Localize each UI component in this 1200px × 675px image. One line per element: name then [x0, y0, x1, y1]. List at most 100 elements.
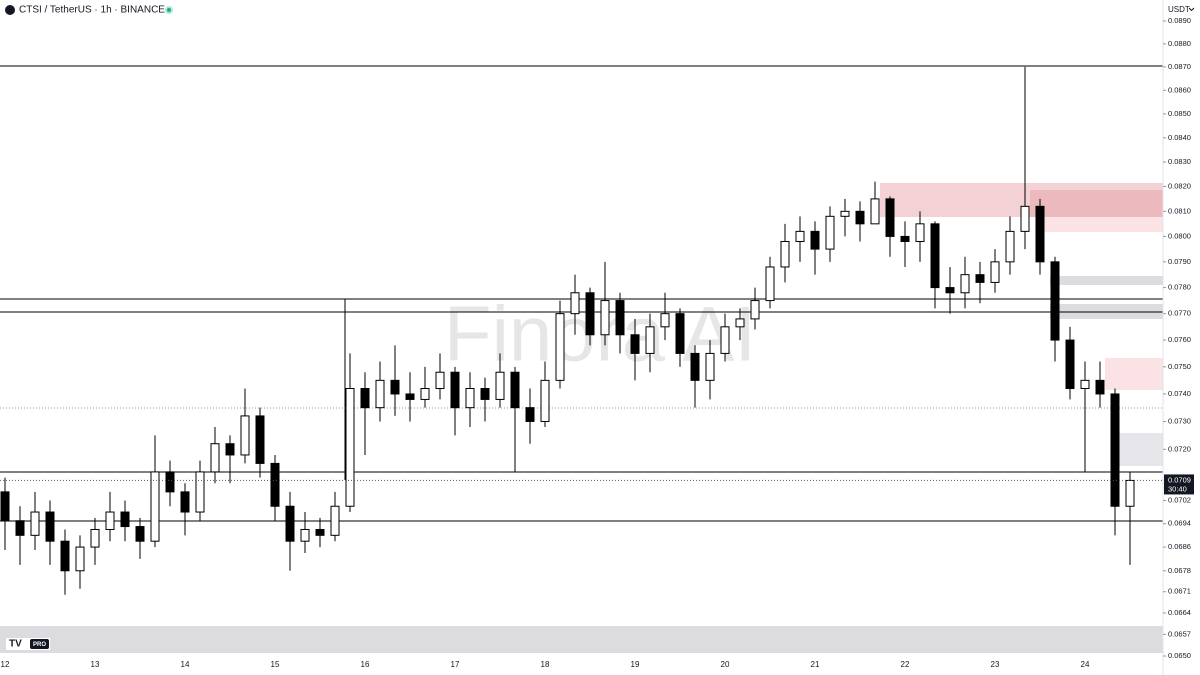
candle-body — [690, 352, 700, 381]
x-tick-label: 14 — [181, 660, 190, 669]
candle-body — [120, 511, 130, 528]
candle-body — [915, 223, 925, 242]
currency-caret[interactable] — [1188, 7, 1195, 12]
y-tick-label: 0.0678 — [1168, 566, 1191, 575]
y-tick-label: 0.0850 — [1168, 109, 1191, 118]
candle-body — [1035, 205, 1045, 263]
y-tick-label: 0.0780 — [1168, 283, 1191, 292]
zone — [0, 626, 1163, 653]
candle-body — [645, 326, 655, 354]
y-tick-label: 0.0760 — [1168, 335, 1191, 344]
y-tick-label: 0.0890 — [1168, 16, 1191, 25]
candle-body — [105, 511, 115, 530]
candle-body — [1065, 339, 1075, 390]
y-tick-label: 0.0870 — [1168, 62, 1191, 71]
candle-body — [420, 388, 430, 400]
candle-body — [150, 471, 160, 542]
currency[interactable]: USDT — [1168, 5, 1190, 14]
candle-body — [1110, 393, 1120, 507]
candle-body — [585, 292, 595, 336]
x-tick-label: 22 — [901, 660, 910, 669]
candle-body — [780, 240, 790, 268]
candle-body — [960, 274, 970, 294]
candle-body — [180, 491, 190, 513]
y-tick-label: 0.0720 — [1168, 444, 1191, 453]
candle-body — [705, 352, 715, 381]
candle-body — [990, 261, 1000, 283]
candle-body — [810, 230, 820, 250]
candle-body — [750, 300, 760, 320]
candle-body — [945, 287, 955, 294]
candle-body — [825, 215, 835, 250]
candle-body — [495, 371, 505, 400]
x-tick-label: 12 — [1, 660, 10, 669]
candle-body — [360, 388, 370, 409]
candle-body — [525, 407, 535, 422]
zone — [1030, 190, 1163, 217]
x-tick-label: 19 — [631, 660, 640, 669]
candle-body — [570, 292, 580, 315]
candle-body — [435, 371, 445, 390]
candle-body — [1095, 379, 1105, 395]
badge-text: PRO — [33, 642, 46, 648]
candle-body — [615, 300, 625, 336]
x-tick-label: 24 — [1081, 660, 1090, 669]
candle-body — [285, 505, 295, 542]
x-tick-label: 17 — [451, 660, 460, 669]
candle-body — [405, 393, 415, 400]
candle-body — [885, 198, 895, 237]
candle-body — [210, 443, 220, 473]
y-tick-label: 0.0664 — [1168, 608, 1191, 617]
candle-body — [375, 379, 385, 409]
tv-logo: TV — [9, 639, 22, 650]
candle-body — [480, 388, 490, 400]
y-tick-label: 0.0657 — [1168, 629, 1191, 638]
candle-body — [0, 491, 10, 522]
y-tick-label: 0.0686 — [1168, 542, 1191, 551]
candle-body — [345, 388, 355, 507]
watermark: Finora AI — [444, 290, 756, 378]
y-tick-label: 0.0830 — [1168, 157, 1191, 166]
candle-body — [1050, 261, 1060, 341]
candle-body — [975, 274, 985, 283]
zone — [1040, 217, 1163, 232]
candle-body — [135, 526, 145, 542]
candle-body — [330, 505, 340, 536]
y-tick-label: 0.0750 — [1168, 362, 1191, 371]
candle-body — [450, 371, 460, 409]
candle-body — [1020, 205, 1030, 232]
candle-body — [45, 511, 55, 542]
candle-body — [510, 371, 520, 409]
y-tick-label: 0.0860 — [1168, 85, 1191, 94]
x-tick-label: 23 — [991, 660, 1000, 669]
candle-body — [675, 313, 685, 354]
x-tick-label: 21 — [811, 660, 820, 669]
last-price-label: 0.0709 — [1168, 475, 1191, 484]
candle-body — [1080, 379, 1090, 390]
y-tick-label: 0.0880 — [1168, 39, 1191, 48]
candle-body — [90, 528, 100, 548]
candle-body — [720, 326, 730, 354]
zone — [1105, 358, 1163, 390]
x-tick-label: 16 — [361, 660, 370, 669]
candle-body — [555, 313, 565, 381]
y-tick-label: 0.0820 — [1168, 182, 1191, 191]
candle-body — [60, 540, 70, 572]
candle-body — [240, 415, 250, 456]
candle-body — [660, 313, 670, 328]
zone — [1118, 433, 1163, 466]
candle-body — [75, 546, 85, 572]
y-tick-label: 0.0650 — [1168, 651, 1191, 660]
zone — [1050, 276, 1163, 285]
candle-body — [15, 520, 25, 536]
candle-body — [1005, 230, 1015, 263]
candle-body — [315, 528, 325, 536]
x-tick-label: 18 — [541, 660, 550, 669]
y-tick-label: 0.0740 — [1168, 389, 1191, 398]
candle-body — [270, 462, 280, 507]
candle-body — [1125, 479, 1135, 507]
candle-body — [465, 388, 475, 409]
x-tick-label: 15 — [271, 660, 280, 669]
